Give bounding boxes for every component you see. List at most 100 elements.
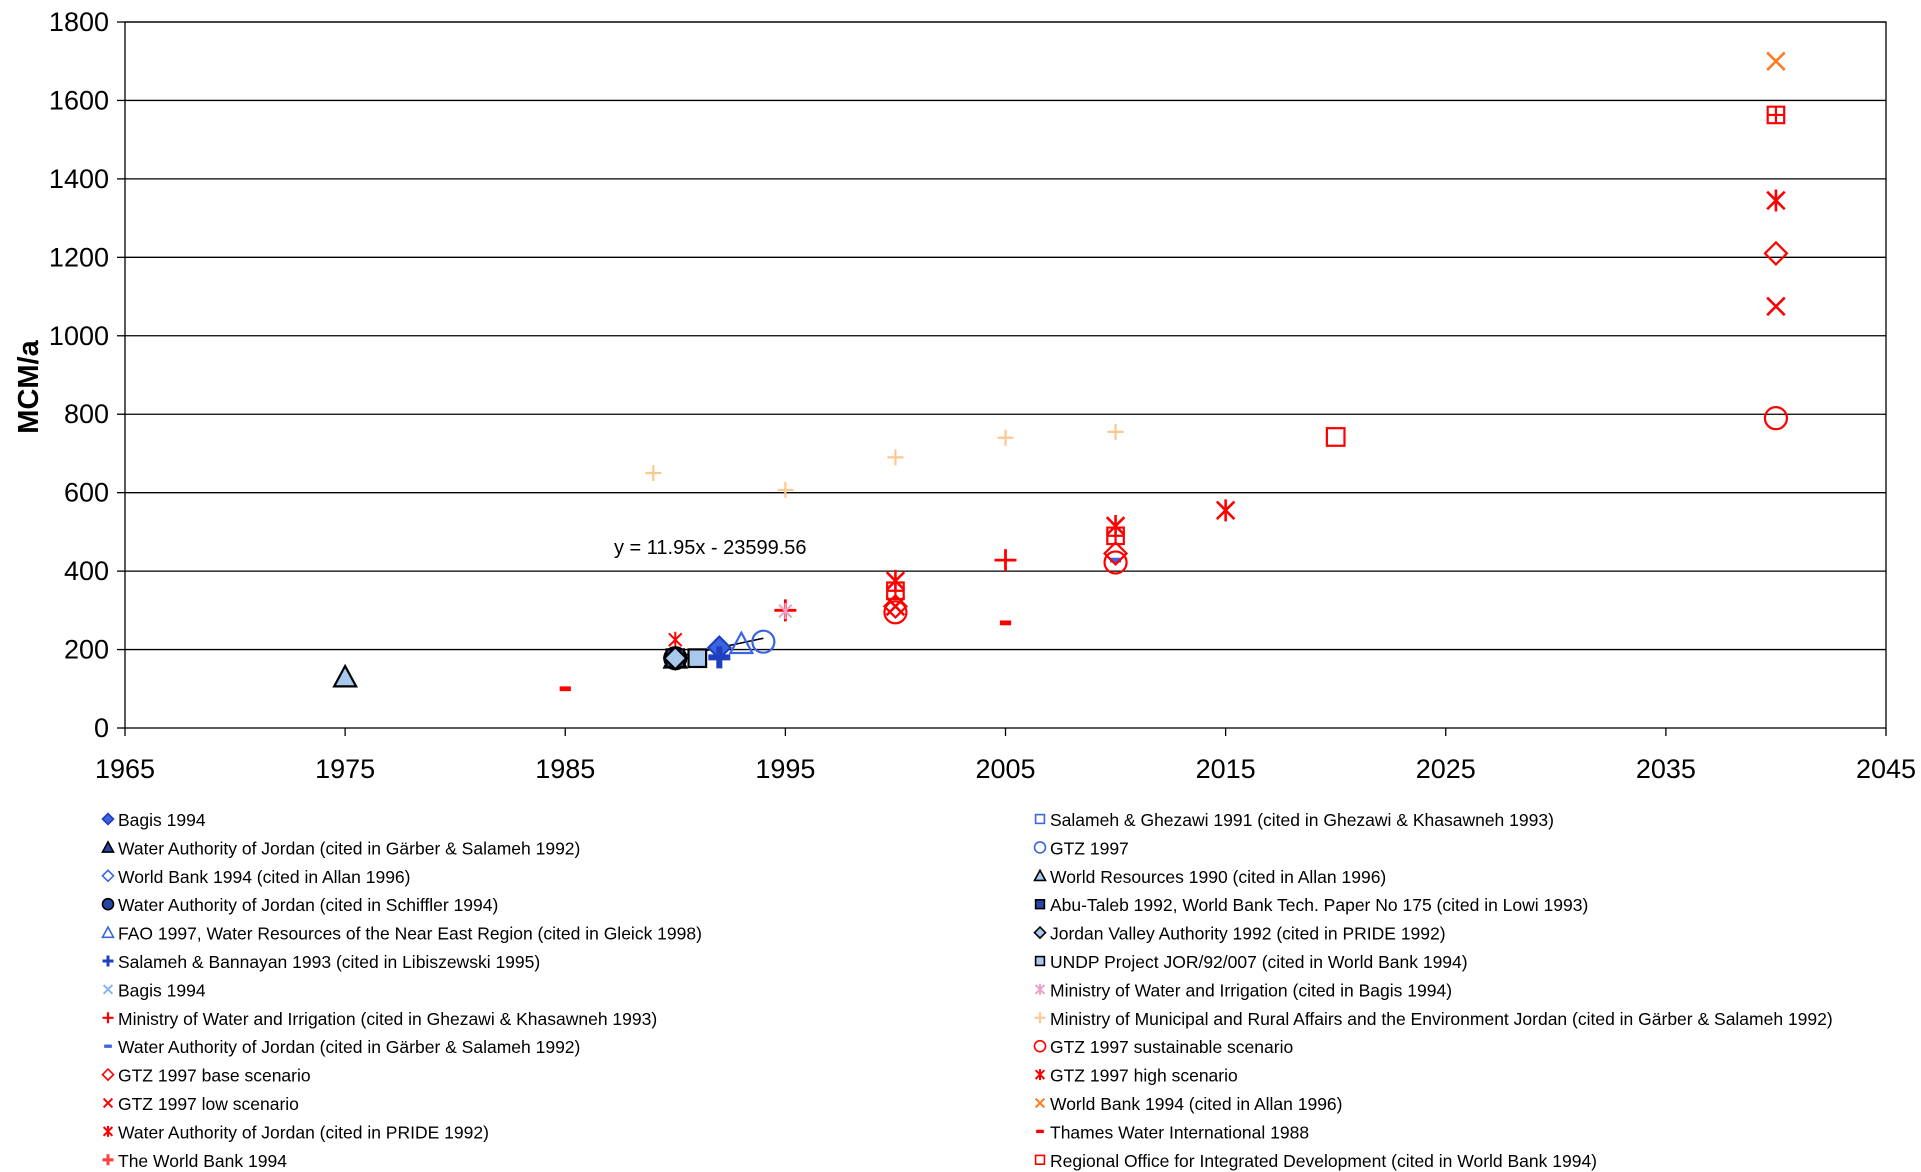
data-point bbox=[1763, 406, 1789, 431]
legend-label: World Resources 1990 (cited in Allan 199… bbox=[1050, 867, 1386, 887]
legend-marker bbox=[1033, 1039, 1047, 1053]
data-point bbox=[662, 645, 688, 671]
data-point bbox=[1763, 240, 1789, 266]
x-tick-label: 1965 bbox=[95, 754, 155, 784]
legend-marker bbox=[1034, 1069, 1046, 1081]
legend-marker bbox=[101, 812, 115, 826]
x-tick-label: 1995 bbox=[755, 754, 815, 784]
data-points bbox=[332, 51, 1789, 692]
legend-label: Thames Water International 1988 bbox=[1050, 1122, 1309, 1142]
y-tick-label: 0 bbox=[94, 713, 109, 743]
data-point bbox=[778, 603, 793, 620]
legend: Bagis 1994 Water Authority of Jordan (cit… bbox=[101, 810, 1833, 1171]
data-point bbox=[885, 596, 906, 617]
data-point bbox=[999, 620, 1012, 626]
data-point bbox=[994, 549, 1017, 572]
legend-marker bbox=[102, 1097, 114, 1109]
data-point bbox=[1215, 499, 1236, 522]
data-point bbox=[1107, 423, 1124, 440]
legend-label: World Bank 1994 (cited in Allan 1996) bbox=[1050, 1094, 1343, 1114]
y-tick-label: 1800 bbox=[49, 7, 109, 37]
trendline-equation: y = 11.95x - 23599.56 bbox=[614, 537, 807, 559]
legend-label: Jordan Valley Authority 1992 (cited in P… bbox=[1050, 924, 1446, 944]
legend-marker bbox=[101, 897, 115, 911]
legend-label: Water Authority of Jordan (cited in PRID… bbox=[118, 1122, 489, 1142]
legend-marker bbox=[101, 925, 115, 939]
data-point bbox=[1766, 105, 1786, 125]
legend-label: Water Authority of Jordan (cited in Schi… bbox=[118, 895, 498, 915]
x-tick-label: 2015 bbox=[1196, 754, 1256, 784]
legend-marker bbox=[101, 840, 115, 853]
legend-marker bbox=[104, 1044, 112, 1048]
legend-label: Ministry of Water and Irrigation (cited … bbox=[118, 1009, 657, 1029]
data-point bbox=[1106, 526, 1125, 546]
x-tick-label: 1985 bbox=[535, 754, 595, 784]
legend-marker bbox=[1034, 983, 1046, 995]
tick-labels: 0 200 400 600 800 1000 1200 1400 1600 1800 1965 197… bbox=[49, 7, 1916, 784]
data-point bbox=[1325, 427, 1346, 447]
x-tick-label: 2045 bbox=[1856, 754, 1916, 784]
y-tick-label: 1400 bbox=[49, 164, 109, 194]
x-tick-label: 2025 bbox=[1416, 754, 1476, 784]
legend-label: Ministry of Municipal and Rural Affairs … bbox=[1050, 1009, 1833, 1029]
legend-marker bbox=[1036, 1129, 1044, 1134]
legend-label: GTZ 1997 sustainable scenario bbox=[1050, 1037, 1293, 1057]
legend-label: Regional Office for Integrated Developme… bbox=[1050, 1151, 1597, 1171]
legend-label: Bagis 1994 bbox=[118, 980, 206, 1000]
legend-marker bbox=[1034, 1012, 1046, 1024]
y-tick-label: 1000 bbox=[49, 321, 109, 351]
legend-marker bbox=[1033, 925, 1047, 940]
legend-label: The World Bank 1994 bbox=[118, 1151, 287, 1171]
plot-area-border bbox=[124, 21, 1887, 729]
legend-marker bbox=[1034, 898, 1046, 910]
legend-marker bbox=[1034, 1097, 1046, 1109]
legend-label: Salameh & Bannayan 1993 (cited in Libisz… bbox=[118, 952, 540, 972]
y-tick-label: 600 bbox=[64, 478, 109, 508]
legend-marker bbox=[102, 1154, 114, 1166]
x-tick-label: 1975 bbox=[315, 754, 375, 784]
legend-label: Water Authority of Jordan (cited in Gärb… bbox=[118, 838, 580, 858]
y-tick-label: 1200 bbox=[49, 242, 109, 272]
data-point bbox=[1109, 557, 1122, 563]
legend-marker bbox=[1033, 841, 1047, 854]
data-point bbox=[687, 648, 708, 669]
legend-marker bbox=[102, 984, 114, 995]
legend-marker bbox=[1034, 1154, 1046, 1166]
data-point bbox=[1103, 540, 1129, 567]
data-point bbox=[332, 663, 358, 688]
legend-marker bbox=[101, 1067, 115, 1082]
legend-marker bbox=[102, 955, 114, 967]
legend-label: Salameh & Ghezawi 1991 (cited in Ghezawi… bbox=[1050, 810, 1554, 830]
y-tick-label: 1600 bbox=[49, 85, 109, 115]
legend-label: GTZ 1997 bbox=[1050, 838, 1129, 858]
data-point bbox=[751, 629, 776, 654]
data-point bbox=[886, 581, 905, 601]
y-axis-title: MCM/a bbox=[13, 339, 45, 433]
y-tick-label: 800 bbox=[64, 399, 109, 429]
data-point bbox=[708, 646, 731, 669]
legend-label: Bagis 1994 bbox=[118, 810, 206, 830]
data-point bbox=[668, 631, 683, 648]
data-point bbox=[1766, 296, 1786, 317]
legend-marker bbox=[102, 1125, 114, 1137]
data-point bbox=[559, 686, 571, 692]
legend-marker bbox=[101, 869, 115, 883]
x-tick-label: 2005 bbox=[975, 754, 1035, 784]
axes bbox=[117, 21, 1887, 736]
legend-label: GTZ 1997 base scenario bbox=[118, 1066, 311, 1086]
legend-label: GTZ 1997 low scenario bbox=[118, 1094, 299, 1114]
legend-label: Abu-Taleb 1992, World Bank Tech. Paper N… bbox=[1050, 895, 1588, 915]
legend-label: GTZ 1997 high scenario bbox=[1050, 1066, 1238, 1086]
data-point bbox=[997, 429, 1014, 446]
legend-label: Water Authority of Jordan (cited in Gärb… bbox=[118, 1037, 580, 1057]
legend-marker bbox=[1033, 868, 1047, 882]
data-point bbox=[645, 465, 662, 482]
legend-marker bbox=[1034, 955, 1046, 967]
legend-label: UNDP Project JOR/92/007 (cited in World … bbox=[1050, 952, 1468, 972]
y-tick-label: 200 bbox=[64, 635, 109, 665]
x-tick-label: 2035 bbox=[1636, 754, 1696, 784]
data-point bbox=[1766, 189, 1786, 212]
legend-label: World Bank 1994 (cited in Allan 1996) bbox=[118, 867, 411, 887]
legend-marker bbox=[102, 1012, 114, 1024]
data-point bbox=[1766, 51, 1786, 71]
